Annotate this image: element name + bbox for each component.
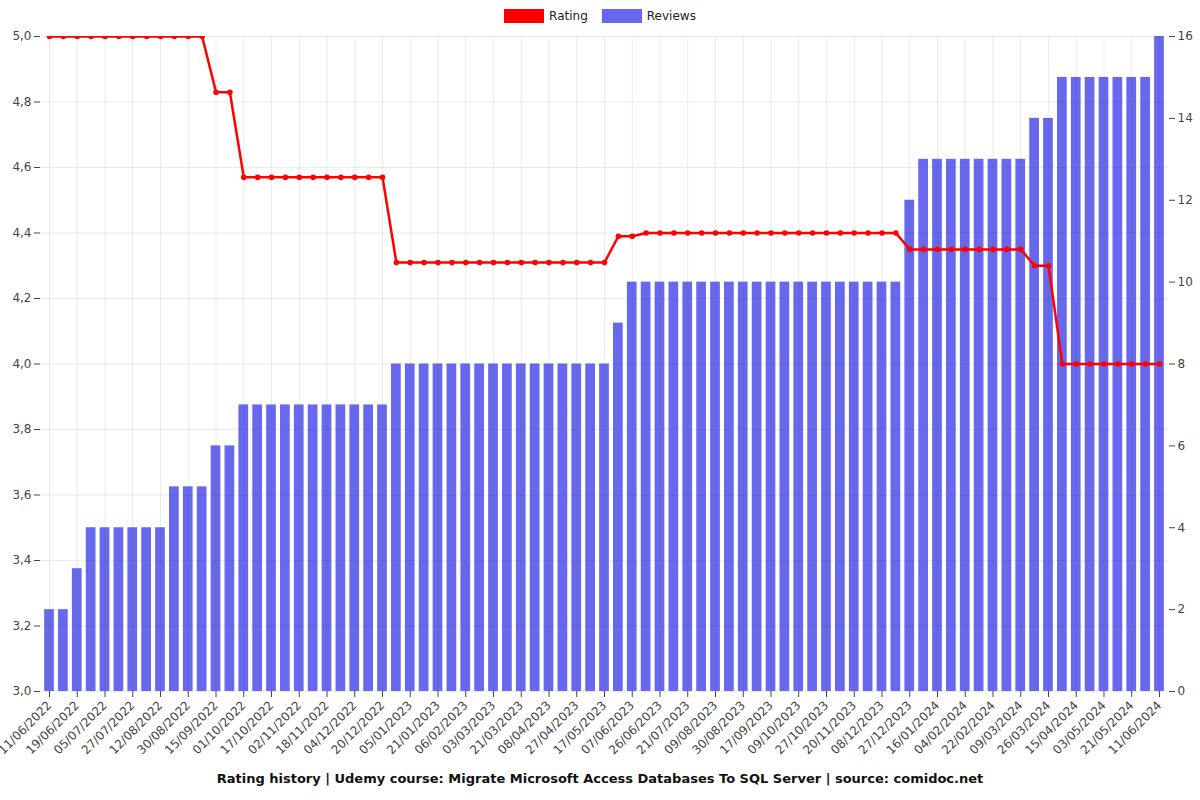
svg-text:21/05/2024: 21/05/2024 (1077, 698, 1137, 758)
svg-text:4,4: 4,4 (12, 226, 31, 240)
svg-text:09/08/2023: 09/08/2023 (661, 698, 721, 758)
svg-text:08/04/2023: 08/04/2023 (495, 698, 554, 758)
svg-text:19/06/2022: 19/06/2022 (23, 698, 83, 758)
svg-text:3,6: 3,6 (12, 488, 31, 502)
svg-text:08/12/2023: 08/12/2023 (828, 698, 887, 758)
svg-text:3,0: 3,0 (12, 684, 31, 698)
html-text:Reviews: Reviews (646, 9, 696, 23)
svg-text:3,4: 3,4 (12, 553, 31, 567)
svg-text:3,2: 3,2 (12, 619, 31, 633)
html-text:Rating history | Udemy course:: Rating history | Udemy course: Migrate M… (216, 771, 984, 786)
svg-text:02/11/2022: 02/11/2022 (245, 698, 305, 758)
svg-text:04/02/2024: 04/02/2024 (911, 698, 971, 758)
svg-text:09/03/2024: 09/03/2024 (966, 698, 1026, 758)
svg-text:5,0: 5,0 (12, 29, 31, 43)
svg-text:8: 8 (1178, 357, 1186, 371)
svg-text:21/07/2023: 21/07/2023 (633, 698, 693, 758)
svg-text:01/10/2022: 01/10/2022 (189, 698, 249, 758)
svg-text:20/11/2023: 20/11/2023 (800, 698, 860, 758)
svg-text:22/02/2024: 22/02/2024 (939, 698, 998, 758)
svg-text:12/08/2022: 12/08/2022 (106, 698, 166, 758)
svg-text:07/06/2023: 07/06/2023 (578, 698, 638, 758)
svg-text:26/06/2023: 26/06/2023 (606, 698, 665, 758)
svg-text:17/05/2023: 17/05/2023 (550, 698, 610, 758)
svg-text:11/06/2024: 11/06/2024 (1106, 698, 1165, 757)
svg-text:05/07/2022: 05/07/2022 (51, 698, 110, 758)
svg-text:26/03/2024: 26/03/2024 (994, 698, 1054, 758)
svg-text:27/10/2023: 27/10/2023 (772, 698, 832, 758)
svg-text:09/10/2023: 09/10/2023 (744, 698, 804, 758)
svg-text:4: 4 (1178, 521, 1186, 535)
svg-text:30/08/2022: 30/08/2022 (134, 698, 194, 758)
svg-text:4,0: 4,0 (12, 357, 31, 371)
svg-text:10: 10 (1178, 275, 1193, 289)
svg-text:0: 0 (1178, 684, 1186, 698)
svg-text:04/12/2022: 04/12/2022 (300, 698, 360, 758)
svg-text:03/05/2024: 03/05/2024 (1050, 698, 1109, 758)
svg-text:27/04/2023: 27/04/2023 (522, 698, 582, 758)
svg-text:21/03/2023: 21/03/2023 (467, 698, 527, 758)
svg-text:4,8: 4,8 (12, 95, 31, 109)
svg-text:21/01/2023: 21/01/2023 (384, 698, 443, 758)
svg-text:4,2: 4,2 (12, 291, 31, 305)
svg-text:6: 6 (1178, 439, 1186, 453)
html-text:Rating: Rating (549, 9, 588, 23)
svg-text:03/03/2023: 03/03/2023 (439, 698, 499, 758)
svg-text:30/08/2023: 30/08/2023 (689, 698, 749, 758)
svg-text:2: 2 (1178, 602, 1186, 616)
svg-text:4,6: 4,6 (12, 160, 31, 174)
svg-text:17/10/2022: 17/10/2022 (217, 698, 277, 758)
svg-text:27/07/2022: 27/07/2022 (78, 698, 138, 758)
svg-text:15/04/2024: 15/04/2024 (1022, 698, 1082, 758)
svg-text:15/09/2022: 15/09/2022 (162, 698, 221, 758)
svg-text:16/01/2024: 16/01/2024 (883, 698, 943, 758)
svg-text:06/02/2023: 06/02/2023 (411, 698, 471, 758)
svg-text:27/12/2023: 27/12/2023 (855, 698, 915, 758)
svg-text:20/12/2022: 20/12/2022 (328, 698, 388, 758)
svg-text:14: 14 (1178, 111, 1193, 125)
svg-text:16: 16 (1178, 29, 1193, 43)
svg-text:05/01/2023: 05/01/2023 (356, 698, 416, 758)
svg-text:3,8: 3,8 (12, 422, 31, 436)
svg-text:18/11/2022: 18/11/2022 (273, 698, 332, 758)
svg-text:17/09/2023: 17/09/2023 (717, 698, 776, 758)
svg-text:12: 12 (1178, 193, 1193, 207)
